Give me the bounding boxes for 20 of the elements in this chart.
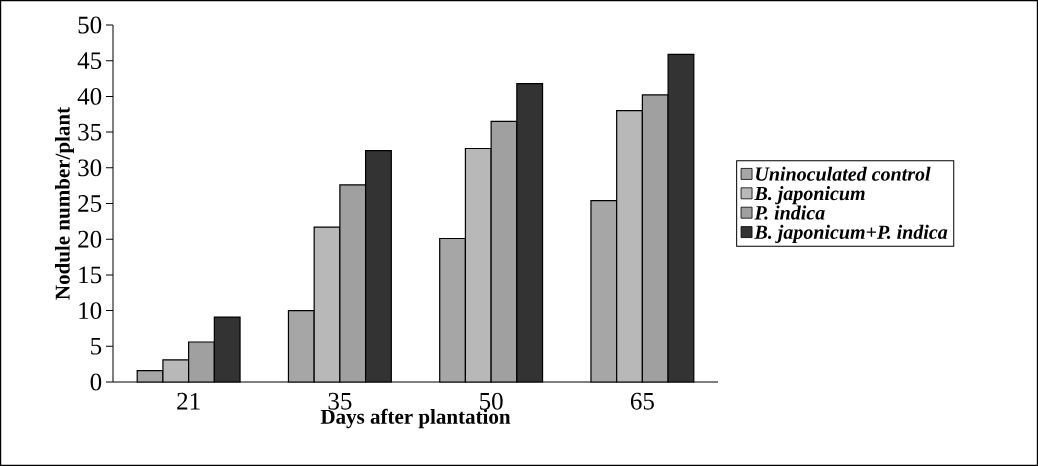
y-tick-label: 25 [78, 195, 102, 212]
y-tick-label: 5 [91, 337, 102, 355]
x-tick-label: 21 [177, 392, 200, 410]
y-tick-label: 30 [78, 159, 102, 177]
y-tick-label: 45 [77, 52, 102, 70]
y-tick-label: 40 [77, 87, 102, 105]
y-tick-label: 0 [90, 373, 102, 391]
x-tick-label: 50 [480, 392, 503, 410]
y-tick-label: 10 [79, 302, 102, 320]
legend-label: B. japonicum+P. indica [754, 224, 948, 243]
y-tick-label: 20 [78, 230, 102, 248]
y-tick-label: 15 [79, 266, 102, 284]
legend-label: Uninoculated control [756, 166, 931, 181]
y-axis-title: Nodule number/plant [54, 107, 74, 300]
x-tick-label: 65 [630, 392, 654, 410]
y-tick-label: 35 [78, 123, 102, 141]
legend-label: B. japonicum [754, 186, 865, 205]
legend-label: P. indica [754, 205, 825, 220]
x-tick-label: 35 [328, 392, 352, 410]
y-tick-label: 50 [78, 16, 102, 34]
